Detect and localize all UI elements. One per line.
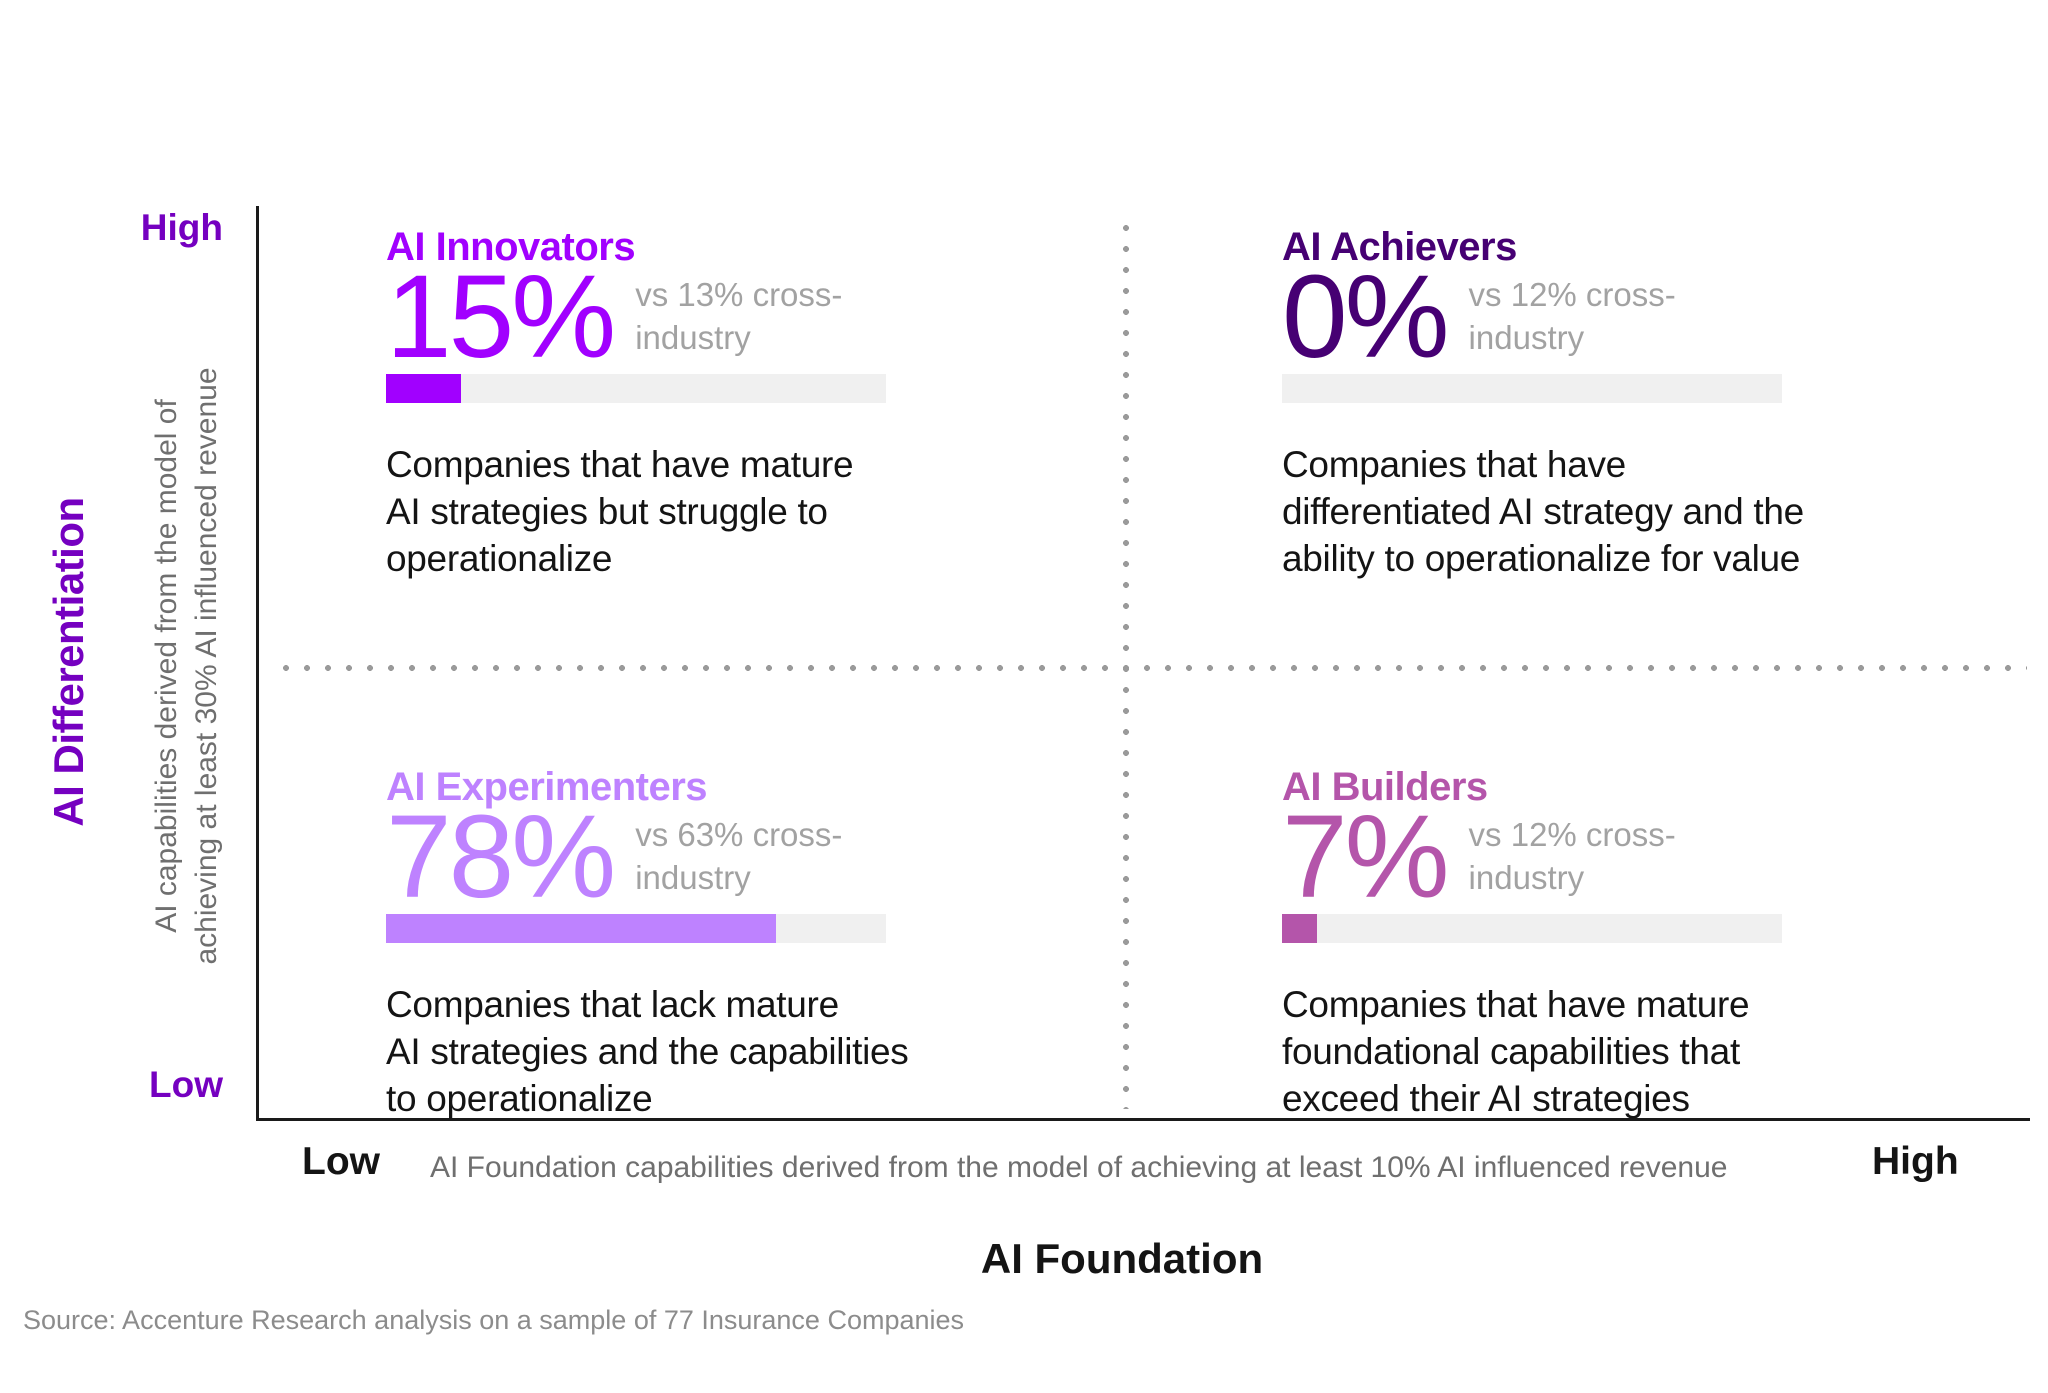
description-line2: differentiated AI strategy and the: [1282, 491, 1804, 532]
y-axis-low-label: Low: [149, 1064, 223, 1105]
description-line1: Companies that lack mature: [386, 984, 839, 1025]
x-axis-low-label: Low: [302, 1140, 380, 1183]
description-line3: exceed their AI strategies: [1282, 1078, 1690, 1119]
quadrant-value: 78%: [386, 790, 616, 923]
quadrant-title: AI Innovators: [386, 225, 636, 269]
quadrant-stat-row: 0% vs 12% cross- industry: [1282, 250, 1852, 383]
quadrant-comparison: vs 12% cross- industry: [1469, 813, 1676, 900]
comparison-line2: industry: [635, 319, 751, 357]
description-line1: Companies that have mature: [386, 444, 854, 485]
quadrant-description: Companies that have mature foundational …: [1282, 981, 1852, 1122]
quadrant-bar-fill: [386, 374, 461, 403]
quadrant-ai-experimenters: AI Experimenters 78% vs 63% cross- indus…: [386, 765, 956, 1122]
description-line3: to operationalize: [386, 1078, 653, 1119]
quadrant-value: 15%: [386, 250, 616, 383]
quadrant-value: 0%: [1282, 250, 1450, 383]
x-axis-sublabel: AI Foundation capabilities derived from …: [430, 1151, 1728, 1184]
comparison-line2: industry: [635, 859, 751, 897]
comparison-line2: industry: [1468, 859, 1585, 897]
x-axis-title: AI Foundation: [980, 1235, 1264, 1282]
quadrant-stat-row: 15% vs 13% cross- industry: [386, 250, 956, 383]
description-line1: Companies that have mature: [1282, 984, 1750, 1025]
comparison-line2: industry: [1468, 319, 1585, 357]
description-line3: ability to operationalize for value: [1282, 538, 1801, 579]
quadrant-comparison: vs 13% cross- industry: [635, 273, 842, 360]
quadrant-description: Companies that have differentiated AI st…: [1282, 441, 1852, 582]
quadrant-bar-track: [1282, 914, 1782, 943]
description-line2: foundational capabilities that: [1282, 1031, 1740, 1072]
chart-plot-area: [256, 206, 2030, 1121]
comparison-line1: vs 12% cross-: [1468, 815, 1676, 853]
y-axis-title: AI Differentiation: [45, 497, 92, 827]
quadrant-description: Companies that have mature AI strategies…: [386, 441, 956, 582]
quadrant-bar-fill: [386, 914, 776, 943]
description-line3: operationalize: [386, 538, 613, 579]
source-note: Source: Accenture Research analysis on a…: [23, 1305, 965, 1335]
quadrant-stat-row: 78% vs 63% cross- industry: [386, 790, 956, 923]
quadrant-ai-builders: AI Builders 7% vs 12% cross- industry Co…: [1282, 765, 1852, 1122]
quadrant-stat-row: 7% vs 12% cross- industry: [1282, 790, 1852, 923]
horizontal-dotted-divider: [283, 665, 2027, 671]
quadrant-description: Companies that lack mature AI strategies…: [386, 981, 956, 1122]
quadrant-title: AI Achievers: [1282, 225, 1517, 269]
quadrant-comparison: vs 12% cross- industry: [1469, 273, 1676, 360]
description-line2: AI strategies and the capabilities: [386, 1031, 909, 1072]
quadrant-ai-achievers: AI Achievers 0% vs 12% cross- industry C…: [1282, 225, 1852, 582]
quadrant-ai-innovators: AI Innovators 15% vs 13% cross- industry…: [386, 225, 956, 582]
y-axis-sublabel-line1: AI capabilities derived from the model o…: [150, 399, 184, 933]
quadrant-title: AI Builders: [1282, 765, 1488, 809]
x-axis-high-label: High: [1872, 1140, 1959, 1183]
quadrant-bar-track: [386, 914, 886, 943]
comparison-line1: vs 12% cross-: [1468, 275, 1676, 313]
quadrant-comparison: vs 63% cross- industry: [635, 813, 842, 900]
quadrant-bar-fill: [1282, 914, 1317, 943]
comparison-line1: vs 63% cross-: [635, 815, 843, 853]
comparison-line1: vs 13% cross-: [635, 275, 843, 313]
y-axis-sublabel-line2: achieving at least 30% AI influenced rev…: [190, 367, 223, 965]
quadrant-bar-track: [386, 374, 886, 403]
description-line1: Companies that have: [1282, 444, 1626, 485]
description-line2: AI strategies but struggle to: [386, 491, 828, 532]
quadrant-title: AI Experimenters: [386, 765, 708, 809]
quadrant-bar-track: [1282, 374, 1782, 403]
y-axis-sublabel: AI capabilities derived from the model o…: [147, 367, 227, 964]
quadrant-value: 7%: [1282, 790, 1450, 923]
y-axis-high-label: High: [140, 207, 223, 248]
